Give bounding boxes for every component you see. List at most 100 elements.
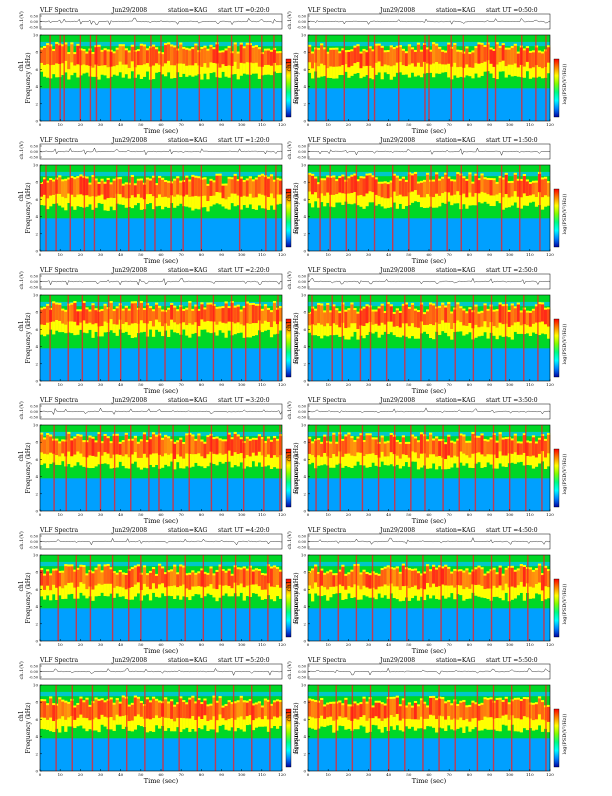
band-column [456, 302, 460, 332]
y-tick-label: 4 [303, 734, 306, 739]
band-peak [371, 51, 375, 68]
band-peak [365, 175, 369, 194]
band-peak [278, 571, 283, 588]
band-peak [444, 703, 448, 720]
colorbar-label: log(PSD(V²/Hz)) [561, 324, 568, 365]
x-axis-label: Time (sec) [412, 777, 447, 785]
band-peak [323, 49, 327, 66]
band-peak [486, 573, 490, 589]
x-tick-label: 70 [447, 382, 453, 387]
sferic-streak [359, 295, 362, 381]
band-peak [200, 570, 204, 587]
y-tick-label: 4 [303, 474, 306, 479]
band-peak [504, 698, 508, 715]
x-tick-label: 80 [467, 512, 473, 517]
band-peak [350, 571, 354, 588]
band-peak [314, 310, 318, 326]
band-peak [359, 574, 363, 590]
band-peak [462, 572, 466, 590]
x-tick-label: 0 [307, 382, 310, 387]
waveform-tick-label: 0.00 [298, 670, 306, 674]
band-peak [164, 436, 168, 454]
band-peak [480, 704, 484, 720]
colorbar [553, 578, 560, 638]
band-peak [136, 180, 141, 195]
band-peak [230, 575, 234, 589]
band-peak [323, 574, 327, 588]
band-peak [191, 572, 195, 587]
sferic-streak [446, 165, 448, 251]
band-peak [374, 439, 378, 456]
band-peak [389, 47, 393, 67]
band-peak [314, 178, 318, 193]
band-peak [519, 566, 523, 582]
band-peak [52, 303, 56, 322]
sferic-streak [49, 295, 51, 381]
sferic-streak [113, 425, 116, 511]
sferic-streak [85, 425, 88, 511]
band-peak [278, 180, 283, 195]
band-peak [40, 183, 44, 197]
band-column [275, 177, 280, 205]
colorbar-label: log(PSD(V²/Hz)) [293, 454, 300, 495]
band-peak [46, 305, 50, 323]
x-axis-label: Time (sec) [412, 647, 447, 655]
band-peak [471, 433, 475, 454]
band-peak [58, 304, 62, 321]
panel-title-start-ut: start UT =5:50:0 [486, 657, 538, 664]
waveform-trace [307, 277, 551, 285]
band-peak [432, 440, 436, 455]
y-axis-label: Frequency (kHz) [25, 312, 32, 363]
band-peak [73, 54, 77, 66]
sferic-streak [510, 685, 513, 771]
x-tick-label: 100 [238, 252, 246, 257]
waveform-tick-label: -0.50 [29, 156, 38, 160]
y-axis-label-channel: ch1 [286, 190, 293, 201]
sferic-streak [267, 555, 269, 641]
band-peak [425, 441, 430, 458]
band-peak [97, 46, 101, 66]
band-column [453, 42, 457, 76]
band-peak [203, 443, 207, 459]
band-column [64, 178, 68, 211]
band-column [344, 50, 348, 72]
y-tick-label: 2 [303, 491, 306, 496]
band-peak [203, 309, 207, 322]
waveform-frame [39, 13, 283, 30]
band-peak [329, 312, 333, 326]
sferic-streak [238, 165, 241, 251]
band-peak [404, 53, 409, 67]
band-peak [516, 443, 520, 455]
waveform-trace [39, 407, 283, 416]
colorbar [285, 578, 292, 638]
band-peak [185, 49, 189, 66]
band-peak [501, 575, 505, 591]
chart-panel-3: VLF Spectra Jun29/2008 station=KAG start UT… [18, 137, 300, 265]
band-peak [251, 304, 255, 324]
y-tick-label: 0 [303, 639, 306, 644]
band-peak [353, 47, 357, 64]
band-peak [49, 575, 53, 591]
band-peak [404, 181, 409, 197]
band-column [468, 172, 472, 206]
band-peak [124, 184, 128, 199]
band-peak [133, 185, 138, 198]
sferic-streak [428, 35, 430, 121]
sferic-streak [422, 685, 424, 771]
band-column [386, 565, 390, 599]
waveform-tick-label: 0.00 [298, 150, 306, 154]
band-peak [61, 441, 65, 454]
y-tick-label: 0 [35, 379, 38, 384]
band-peak [398, 444, 402, 459]
band-column [212, 573, 216, 598]
x-tick-label: 20 [346, 772, 352, 777]
x-tick-label: 60 [158, 382, 164, 387]
band-peak [130, 440, 134, 455]
band-peak [257, 703, 262, 718]
band-peak [401, 178, 405, 197]
band-peak [109, 443, 113, 459]
band-peak [275, 179, 280, 195]
band-peak [173, 47, 177, 66]
band-peak [224, 50, 228, 66]
band-column [61, 570, 65, 600]
